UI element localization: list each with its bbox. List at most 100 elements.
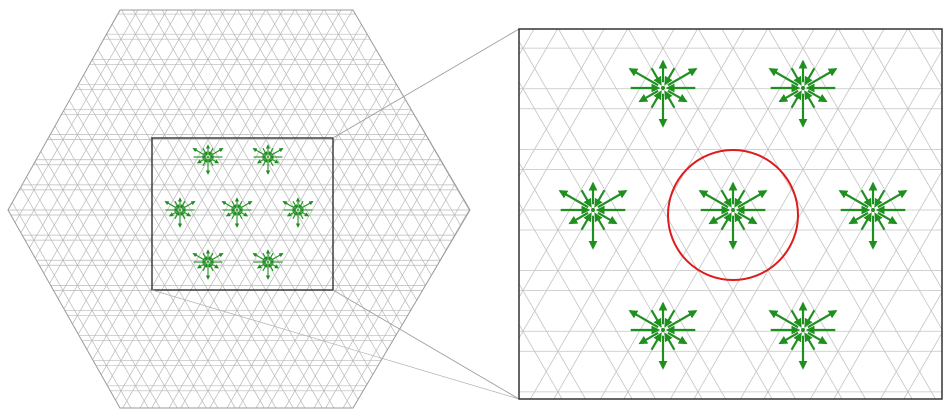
arrow-site-zoom-5 <box>838 181 908 250</box>
arrow <box>650 90 662 109</box>
lattice-line <box>295 10 470 408</box>
lattice-line <box>553 29 768 399</box>
arrow-site-overview-3 <box>164 197 196 228</box>
lattice-line <box>791 29 942 290</box>
arrow <box>664 309 676 328</box>
arrow <box>252 148 267 157</box>
lattice-line <box>8 10 190 408</box>
lattice-line <box>8 10 202 408</box>
lattice-line <box>861 29 942 169</box>
lattice-line <box>150 10 388 408</box>
site-center <box>236 209 238 211</box>
arrow <box>874 189 886 208</box>
arrow <box>256 157 267 164</box>
zoom-panel-frame <box>518 28 943 400</box>
lattice-line <box>284 10 470 408</box>
arrow <box>664 67 676 86</box>
lattice-line <box>8 10 40 408</box>
arrow <box>778 331 799 345</box>
arrow <box>650 332 662 351</box>
site-center <box>267 156 269 158</box>
arrow <box>807 310 838 329</box>
lattice-line <box>8 10 185 408</box>
lattice-line <box>40 10 277 408</box>
arrow <box>664 332 676 351</box>
arrow-site-overview-2 <box>252 144 284 175</box>
lattice-line <box>69 10 306 408</box>
arrow <box>299 210 310 217</box>
arrow <box>667 89 688 103</box>
arrow-site-overview-4 <box>221 197 253 228</box>
arrow <box>208 263 214 272</box>
arrow <box>209 148 224 157</box>
arrow <box>650 309 662 328</box>
site-center <box>661 86 665 90</box>
arrow <box>181 201 196 210</box>
lattice-line <box>519 29 605 178</box>
lattice-line <box>34 10 272 408</box>
lattice-line <box>519 40 726 399</box>
arrow <box>174 211 180 220</box>
connector-line-top <box>332 28 520 139</box>
site-center <box>801 86 805 90</box>
site-center <box>661 328 665 332</box>
arrow <box>597 211 618 225</box>
arrow <box>209 157 220 164</box>
lattice-line <box>0 0 4 409</box>
arrow <box>286 210 297 217</box>
lattice-line <box>8 10 156 408</box>
lattice-line <box>693 29 908 399</box>
site-center <box>591 208 595 212</box>
arrow <box>638 89 659 103</box>
arrow-site-zoom-4 <box>698 181 768 250</box>
arrow <box>292 200 298 209</box>
lattice-line <box>202 10 440 408</box>
zoom-connector-lines <box>151 28 520 400</box>
lattice-line <box>185 10 422 408</box>
arrow-site-zoom-3 <box>558 181 628 250</box>
lattice-line <box>519 282 586 399</box>
arrow <box>720 212 732 231</box>
arrow <box>804 90 816 109</box>
arrow <box>667 68 698 87</box>
lattice-line <box>318 10 470 408</box>
lattice-line <box>139 10 376 408</box>
arrow <box>580 189 592 208</box>
lattice-line <box>260 10 470 408</box>
arrow <box>768 310 799 329</box>
arrow <box>860 212 872 231</box>
lattice-line <box>651 29 866 399</box>
lattice-line <box>289 10 470 408</box>
arrow <box>734 189 746 208</box>
lattice-line <box>838 29 942 210</box>
arrow <box>698 190 729 209</box>
arrow <box>778 89 799 103</box>
lattice-line <box>255 10 470 408</box>
arrow <box>807 89 828 103</box>
site-center <box>179 209 181 211</box>
arrow <box>231 211 237 220</box>
arrow <box>262 263 268 272</box>
lattice-line <box>313 10 470 408</box>
lattice-line <box>8 10 144 408</box>
arrow <box>720 189 732 208</box>
arrow <box>238 201 253 210</box>
arrow <box>292 211 298 220</box>
arrow <box>768 68 799 87</box>
site-center <box>731 208 735 212</box>
arrow <box>256 262 267 269</box>
arrow <box>597 190 628 209</box>
site-center <box>871 208 875 212</box>
overview-arrow-sites <box>164 144 314 280</box>
arrow <box>225 210 236 217</box>
arrow-site-zoom-6 <box>628 301 698 370</box>
arrow-site-overview-1 <box>192 144 224 175</box>
arrow <box>208 252 214 261</box>
lattice-line <box>519 29 675 299</box>
arrow <box>804 67 816 86</box>
lattice-line <box>156 10 393 408</box>
lattice-line <box>330 10 470 408</box>
site-center <box>207 156 209 158</box>
arrow <box>208 158 214 167</box>
